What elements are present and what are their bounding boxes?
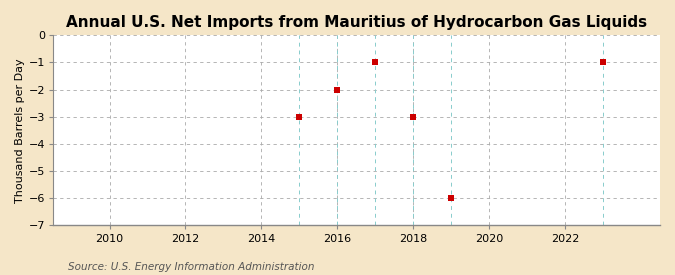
Point — [332, 87, 343, 92]
Text: Source: U.S. Energy Information Administration: Source: U.S. Energy Information Administ… — [68, 262, 314, 272]
Point — [294, 114, 305, 119]
Point — [597, 60, 608, 65]
Point — [446, 196, 456, 200]
Point — [370, 60, 381, 65]
Title: Annual U.S. Net Imports from Mauritius of Hydrocarbon Gas Liquids: Annual U.S. Net Imports from Mauritius o… — [65, 15, 647, 30]
Y-axis label: Thousand Barrels per Day: Thousand Barrels per Day — [15, 58, 25, 203]
Point — [408, 114, 418, 119]
